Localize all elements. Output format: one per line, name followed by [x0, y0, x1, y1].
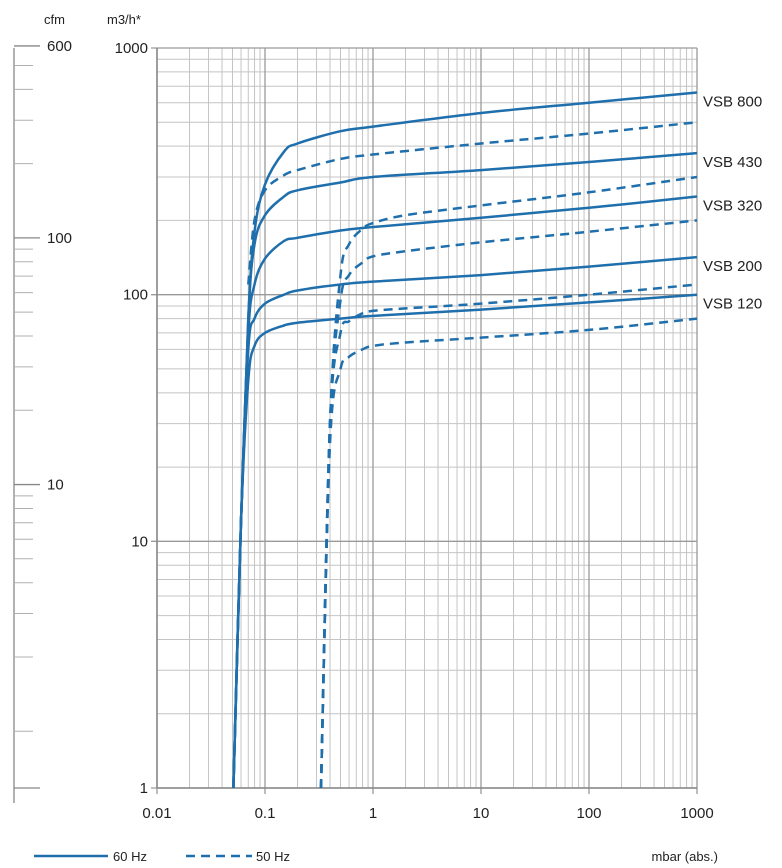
- y-axis-title: m3/h*: [107, 12, 141, 27]
- x-tick-label: 1000: [680, 805, 713, 822]
- series-line-vsb-800-60hz: [232, 91, 698, 789]
- y-tick-label: 10: [131, 533, 148, 550]
- legend: 60 Hz 50 Hz: [34, 849, 290, 864]
- legend-label-50hz: 50 Hz: [256, 849, 290, 864]
- curve-label: VSB 120: [703, 296, 762, 313]
- cfm-minor-ticks: [14, 64, 33, 732]
- series-layer: VSB 800 VSB 430 VSB 320 VSB 200 VSB 120: [232, 91, 762, 789]
- plot-axes: [156, 48, 697, 789]
- grid-minor: [157, 48, 697, 788]
- curve-label: VSB 200: [703, 258, 762, 275]
- x-tick-label: 0.1: [255, 805, 276, 822]
- cfm-tick-label: 100: [47, 230, 72, 247]
- secondary-axis-cfm: 10 100 600: [13, 38, 72, 803]
- series-line-vsb-120-60hz: [232, 293, 698, 789]
- x-axis-title: mbar (abs.): [652, 849, 718, 864]
- x-tick-label: 100: [576, 805, 601, 822]
- cfm-tick-label: 10: [47, 477, 64, 494]
- curve-label: VSB 320: [703, 198, 762, 215]
- series-line-vsb-200-50hz: [319, 283, 698, 789]
- tick-labels: 0.01 0.1 1 10 100 1000 1 10 100 1000: [115, 40, 714, 822]
- x-tick-label: 10: [473, 805, 490, 822]
- series-line-vsb-120-50hz: [319, 317, 698, 789]
- y-tick-label: 1000: [115, 40, 148, 57]
- y-tick-label: 1: [140, 780, 148, 797]
- x-tick-label: 0.01: [142, 805, 171, 822]
- cfm-tick-label: 600: [47, 38, 72, 55]
- x-tick-label: 1: [369, 805, 377, 822]
- curve-label: VSB 800: [703, 94, 762, 111]
- legend-label-60hz: 60 Hz: [113, 849, 147, 864]
- y-tick-label: 100: [123, 287, 148, 304]
- series-line-vsb-200-60hz: [232, 255, 698, 789]
- series-line-vsb-430-60hz: [232, 151, 698, 789]
- y2-axis-title: cfm: [44, 12, 65, 27]
- cfm-major-ticks: 10 100 600: [14, 38, 72, 789]
- series-line-vsb-320-60hz: [232, 195, 698, 789]
- curve-label: VSB 430: [703, 154, 762, 171]
